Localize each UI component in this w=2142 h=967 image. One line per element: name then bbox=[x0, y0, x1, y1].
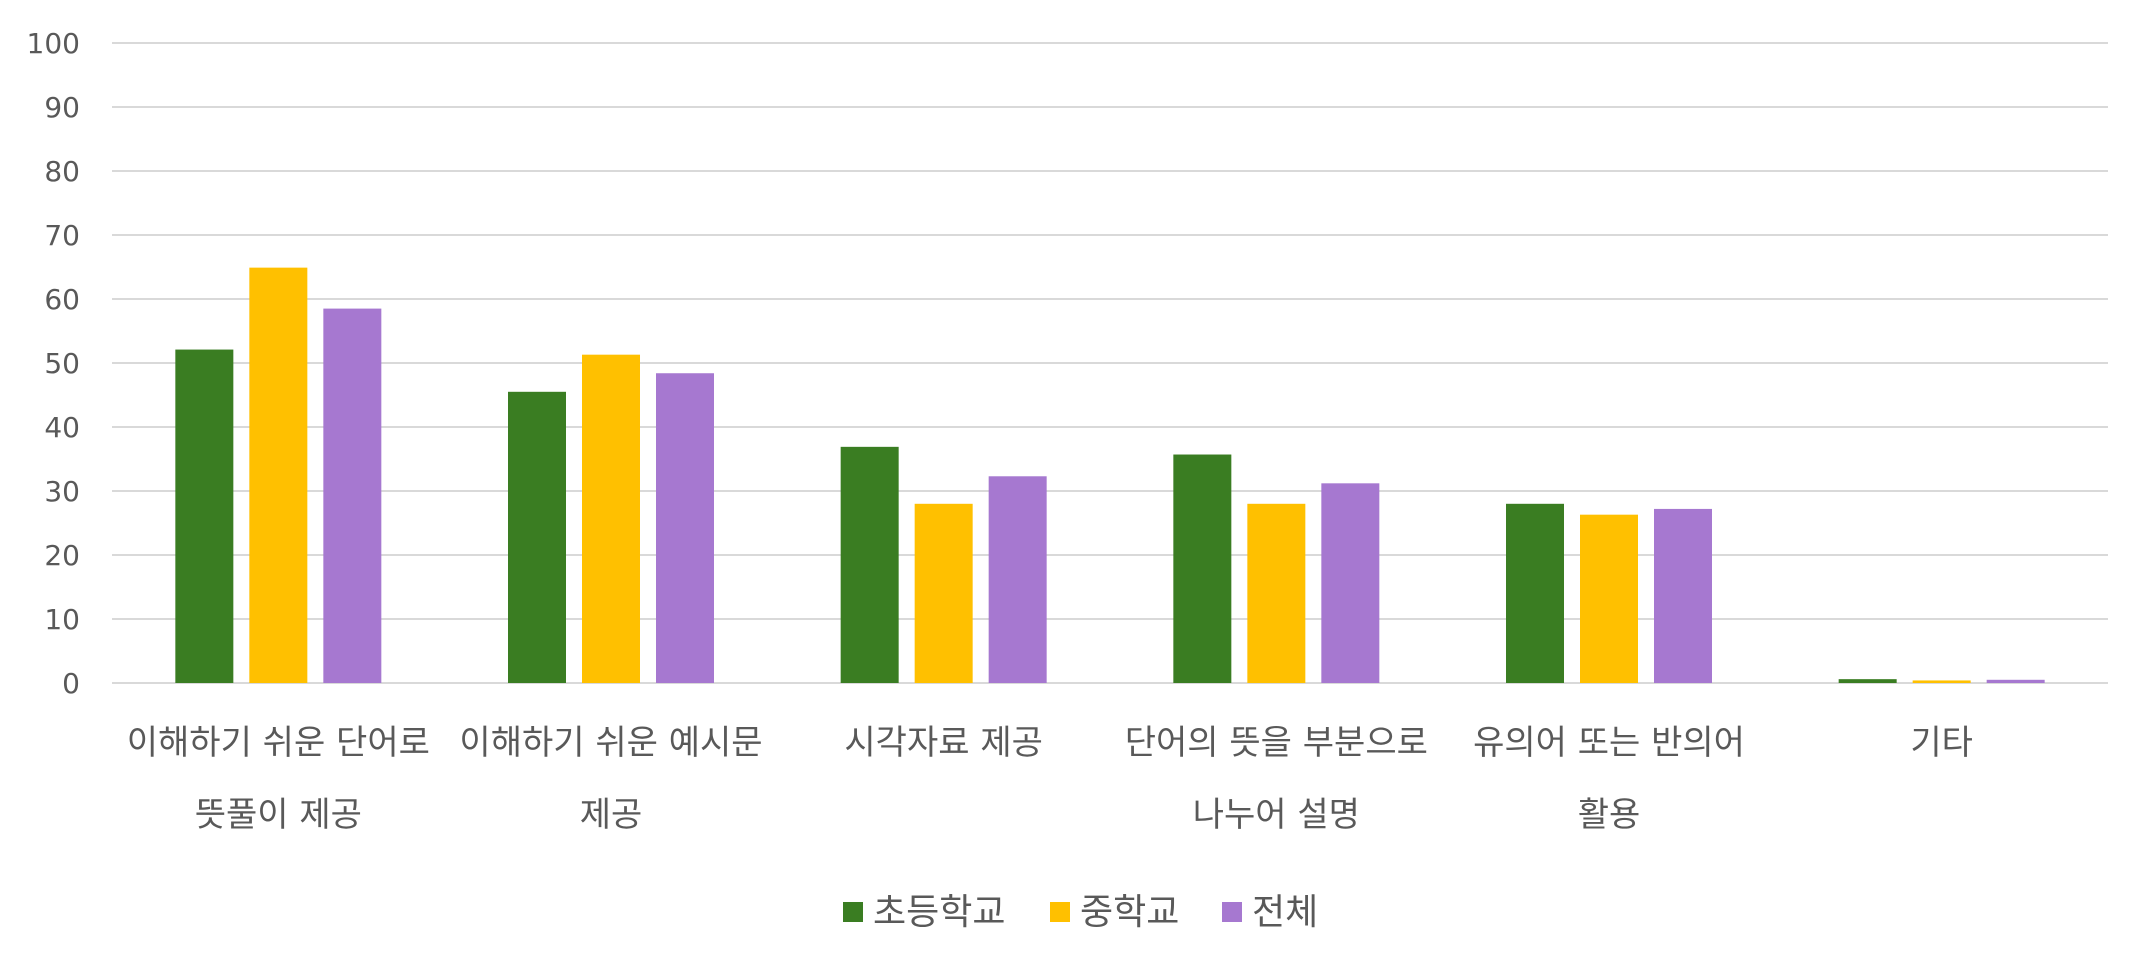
y-tick-label: 0 bbox=[62, 667, 80, 700]
y-tick-label: 30 bbox=[44, 475, 80, 508]
legend-swatch bbox=[1050, 902, 1070, 922]
x-category-label: 제공 bbox=[580, 795, 643, 835]
bar-3-2 bbox=[656, 373, 714, 683]
y-tick-label: 50 bbox=[44, 347, 80, 380]
y-tick-label: 70 bbox=[44, 219, 80, 252]
legend-label: 전체 bbox=[1252, 892, 1318, 933]
x-category-label: 기타 bbox=[1910, 723, 1973, 763]
bar-1-1 bbox=[175, 349, 234, 683]
bar-2-3 bbox=[914, 503, 973, 683]
y-tick-label: 60 bbox=[44, 283, 80, 316]
legend-swatch bbox=[1222, 902, 1242, 922]
x-category-label: 활용 bbox=[1578, 795, 1641, 835]
legend-label: 초등학교 bbox=[873, 892, 1005, 933]
bar-2-4 bbox=[1247, 503, 1306, 683]
bars bbox=[175, 267, 2045, 683]
y-tick-label: 90 bbox=[44, 91, 80, 124]
bar-1-5 bbox=[1506, 503, 1564, 683]
y-tick-label: 10 bbox=[44, 603, 80, 636]
bar-2-5 bbox=[1580, 514, 1638, 683]
y-axis-tick-labels: 0 10 20 30 40 50 60 70 80 90 100 bbox=[27, 27, 80, 700]
legend-label: 중학교 bbox=[1080, 892, 1179, 933]
bar-2-6 bbox=[1912, 680, 1971, 683]
x-category-label: 이해하기 쉬운 예시문 bbox=[459, 723, 762, 763]
bar-1-2 bbox=[508, 391, 566, 683]
y-tick-label: 100 bbox=[27, 27, 80, 60]
bar-3-6 bbox=[1986, 679, 2045, 683]
bar-3-5 bbox=[1654, 508, 1712, 683]
bar-3-3 bbox=[988, 476, 1047, 683]
x-category-label: 뜻풀이 제공 bbox=[195, 795, 362, 835]
bar-1-6 bbox=[1838, 679, 1897, 683]
x-category-label: 유의어 또는 반의어 bbox=[1473, 723, 1745, 763]
x-category-label: 나누어 설명 bbox=[1193, 795, 1360, 835]
bar-2-1 bbox=[249, 267, 308, 683]
gridlines bbox=[112, 42, 2108, 684]
y-tick-label: 40 bbox=[44, 411, 80, 444]
x-category-label: 단어의 뜻을 부분으로 bbox=[1125, 723, 1428, 763]
bar-3-1 bbox=[323, 308, 382, 683]
bar-1-4 bbox=[1173, 454, 1232, 683]
x-category-label: 시각자료 제공 bbox=[844, 723, 1043, 763]
legend-swatch bbox=[843, 902, 863, 922]
x-category-label: 이해하기 쉬운 단어로 bbox=[127, 723, 430, 763]
bar-1-3 bbox=[840, 446, 899, 683]
bar-2-2 bbox=[582, 354, 640, 683]
y-tick-label: 20 bbox=[44, 539, 80, 572]
legend: 초등학교 중학교 전체 bbox=[843, 892, 1318, 933]
bar-3-4 bbox=[1321, 483, 1380, 683]
y-tick-label: 80 bbox=[44, 155, 80, 188]
